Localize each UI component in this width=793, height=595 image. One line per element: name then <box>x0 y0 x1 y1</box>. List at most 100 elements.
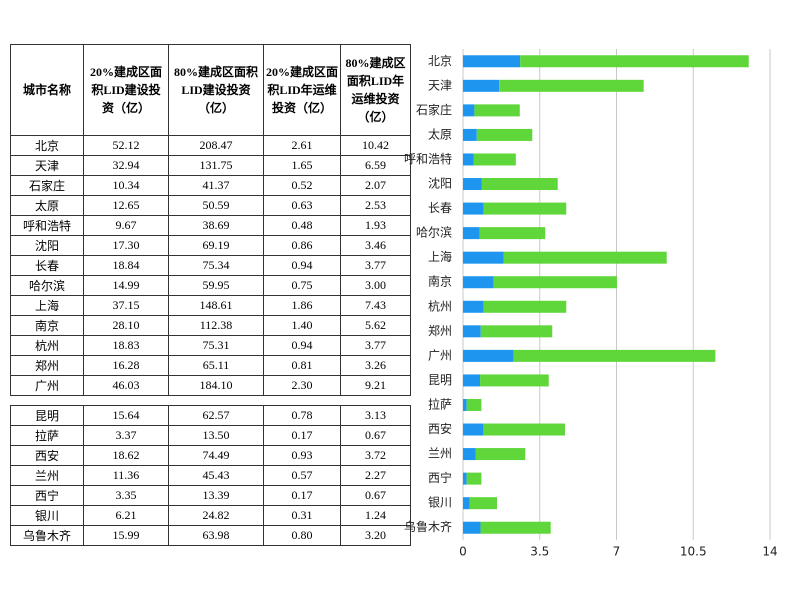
table-cell: 15.64 <box>83 405 169 426</box>
table-cell: 59.95 <box>168 275 264 296</box>
table-cell: 50.59 <box>168 195 264 216</box>
bar-segment <box>474 104 520 117</box>
table-cell: 0.67 <box>340 485 411 506</box>
bar-segment <box>479 227 546 240</box>
table-cell: 63.98 <box>168 525 264 546</box>
table-cell: 37.15 <box>83 295 169 316</box>
bar-segment <box>503 251 667 264</box>
table-cell: 2.30 <box>263 375 341 396</box>
x-tick-label: 7 <box>613 545 621 559</box>
table-row: 兰州 11.36 45.43 0.57 2.27 <box>10 465 411 486</box>
table-cell: 131.75 <box>168 155 264 176</box>
bar-segment <box>483 423 565 436</box>
table-cell: 2.27 <box>340 465 411 486</box>
header-cell: 20%建成区面积LID建设投资（亿） <box>83 44 169 136</box>
y-tick-label: 太原 <box>428 126 452 141</box>
bar-segment <box>463 448 476 461</box>
y-tick-label: 北京 <box>428 54 452 68</box>
bar-segment <box>483 202 567 215</box>
table-row: 城市名称 20%建成区面积LID建设投资（亿） 80%建成区面积LID建设投资（亿）… <box>10 44 411 136</box>
bar-segment <box>463 325 481 338</box>
x-tick-label: 14 <box>762 545 777 559</box>
table-cell: 18.83 <box>83 335 169 356</box>
y-tick-label: 呼和浩特 <box>404 151 452 166</box>
bar-segment <box>463 202 484 215</box>
table-cell: 1.24 <box>340 505 411 526</box>
table-cell: 3.26 <box>340 355 411 376</box>
table-cell: 9.21 <box>340 375 411 396</box>
y-tick-label: 郑州 <box>428 323 452 338</box>
bar-segment <box>463 300 484 313</box>
bar-segment <box>463 497 470 510</box>
table-row: 石家庄 10.34 41.37 0.52 2.07 <box>10 175 411 196</box>
table-row: 郑州 16.28 65.11 0.81 3.26 <box>10 355 411 376</box>
table-cell: 12.65 <box>83 195 169 216</box>
bar-segment <box>463 79 500 92</box>
bar-segment <box>499 79 644 92</box>
y-tick-label: 西宁 <box>428 470 452 485</box>
table-row: 西安 18.62 74.49 0.93 3.72 <box>10 445 411 466</box>
header-cell: 20%建成区面积LID年运维投资（亿） <box>263 44 341 136</box>
table-cell: 0.17 <box>263 425 341 446</box>
table-cell: 石家庄 <box>10 175 84 196</box>
y-tick-label: 拉萨 <box>428 396 452 411</box>
table-cell: 乌鲁木齐 <box>10 525 84 546</box>
y-tick-label: 兰州 <box>428 447 452 461</box>
bar-segment <box>475 448 526 461</box>
x-tick-label: 0 <box>459 545 467 559</box>
table-row: 乌鲁木齐 15.99 63.98 0.80 3.20 <box>10 525 411 546</box>
bar-segment <box>513 349 716 362</box>
bar-segment <box>466 472 482 485</box>
table-cell: 75.31 <box>168 335 264 356</box>
table-cell: 184.10 <box>168 375 264 396</box>
y-tick-label: 西安 <box>428 421 452 436</box>
table-cell: 0.67 <box>340 425 411 446</box>
table-cell: 46.03 <box>83 375 169 396</box>
bar-segment <box>483 300 567 313</box>
bar-segment <box>463 55 521 68</box>
bar-segment <box>480 521 551 534</box>
y-tick-label: 哈尔滨 <box>416 225 452 240</box>
table-row: 沈阳 17.30 69.19 0.86 3.46 <box>10 235 411 256</box>
y-tick-label: 南京 <box>428 274 452 289</box>
data-table-top: 城市名称 20%建成区面积LID建设投资（亿） 80%建成区面积LID建设投资（亿）… <box>10 44 411 396</box>
bar-segment <box>463 153 474 166</box>
table-row: 杭州 18.83 75.31 0.94 3.77 <box>10 335 411 356</box>
y-tick-label: 昆明 <box>428 373 452 387</box>
table-cell: 0.57 <box>263 465 341 486</box>
table-cell: 2.07 <box>340 175 411 196</box>
bar-segment <box>463 128 477 141</box>
y-tick-label: 银川 <box>428 496 452 510</box>
bar-segment <box>469 497 497 510</box>
y-tick-label: 天津 <box>428 78 452 92</box>
table-row: 昆明 15.64 62.57 0.78 3.13 <box>10 405 411 426</box>
bar-segment <box>480 325 553 338</box>
table-row: 银川 6.21 24.82 0.31 1.24 <box>10 505 411 526</box>
bar-segment <box>463 472 467 485</box>
bar-segment <box>480 374 549 387</box>
bar-segment <box>463 374 481 387</box>
table-cell: 0.80 <box>263 525 341 546</box>
bar-segment <box>520 55 749 68</box>
table-row: 长春 18.84 75.34 0.94 3.77 <box>10 255 411 276</box>
table-cell: 呼和浩特 <box>10 215 84 236</box>
table-cell: 6.59 <box>340 155 411 176</box>
table-cell: 杭州 <box>10 335 84 356</box>
bar-segment <box>476 128 533 141</box>
bar-segment <box>463 423 484 436</box>
bar-segment <box>463 276 494 289</box>
table-cell: 41.37 <box>168 175 264 196</box>
table-row: 哈尔滨 14.99 59.95 0.75 3.00 <box>10 275 411 296</box>
table-cell: 1.93 <box>340 215 411 236</box>
bar-segment <box>463 178 482 191</box>
table-cell: 3.72 <box>340 445 411 466</box>
table-row: 太原 12.65 50.59 0.63 2.53 <box>10 195 411 216</box>
table-cell: 5.62 <box>340 315 411 336</box>
x-tick-label: 3.5 <box>530 545 549 559</box>
header-cell: 80%建成区面积LID建设投资（亿） <box>168 44 264 136</box>
bar-segment <box>473 153 516 166</box>
y-tick-label: 长春 <box>428 201 452 215</box>
